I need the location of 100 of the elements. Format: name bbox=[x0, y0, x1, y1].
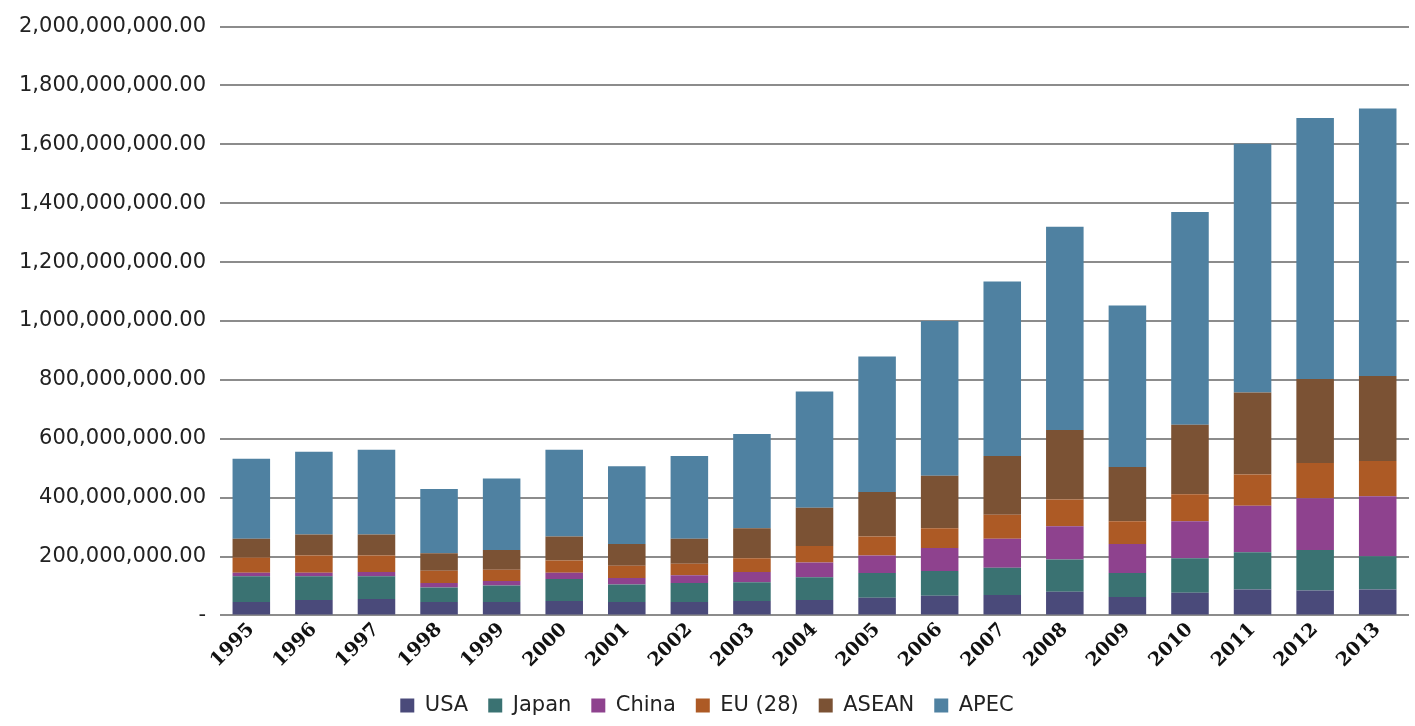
bar bbox=[1108, 573, 1147, 597]
bar bbox=[1171, 592, 1209, 615]
bar bbox=[670, 583, 709, 602]
bar bbox=[482, 478, 521, 551]
bar bbox=[858, 573, 896, 598]
bar bbox=[1171, 212, 1209, 425]
bar bbox=[1046, 559, 1084, 592]
bar bbox=[858, 356, 896, 493]
bar bbox=[545, 449, 583, 537]
bar bbox=[1358, 460, 1397, 497]
bar bbox=[1296, 462, 1334, 499]
bar bbox=[670, 455, 709, 539]
bar bbox=[482, 569, 521, 582]
bar bbox=[670, 538, 709, 564]
bar bbox=[795, 577, 834, 600]
bar bbox=[1296, 117, 1334, 380]
bar bbox=[608, 543, 646, 566]
bar bbox=[1233, 143, 1272, 393]
bar bbox=[1108, 596, 1147, 615]
bar bbox=[608, 466, 646, 544]
bar bbox=[920, 595, 959, 615]
bar bbox=[983, 567, 1022, 595]
legend-label: ASEAN bbox=[843, 691, 915, 716]
bar bbox=[670, 563, 709, 576]
bar bbox=[420, 488, 458, 554]
bar bbox=[1296, 590, 1334, 615]
bar bbox=[357, 599, 396, 615]
bar bbox=[733, 434, 771, 529]
bar bbox=[983, 455, 1022, 515]
bar bbox=[858, 492, 896, 537]
bar bbox=[1108, 543, 1147, 574]
bar bbox=[1233, 552, 1272, 590]
y-tick-label: 200,000,000.00 bbox=[39, 543, 207, 568]
bar bbox=[357, 449, 396, 535]
bar bbox=[1233, 589, 1272, 615]
bar bbox=[295, 534, 333, 556]
y-tick-label: 2,000,000,000.00 bbox=[19, 13, 207, 38]
y-tick-label: 1,600,000,000.00 bbox=[19, 130, 207, 155]
bar bbox=[1108, 467, 1147, 522]
bar bbox=[608, 578, 646, 585]
bar bbox=[420, 553, 458, 571]
bar bbox=[983, 594, 1022, 615]
bar bbox=[983, 538, 1022, 568]
bar bbox=[920, 475, 959, 529]
bar bbox=[670, 601, 709, 615]
bar bbox=[858, 536, 896, 556]
y-tick-label: 1,800,000,000.00 bbox=[19, 71, 207, 96]
bar bbox=[420, 587, 458, 602]
bar bbox=[795, 546, 834, 563]
bar bbox=[920, 528, 959, 549]
bar bbox=[232, 576, 271, 602]
bar bbox=[858, 597, 896, 615]
y-tick-label: 1,000,000,000.00 bbox=[19, 307, 207, 332]
y-tick-label: 400,000,000.00 bbox=[39, 484, 207, 509]
bar bbox=[608, 565, 646, 579]
bar bbox=[1233, 474, 1272, 506]
bar bbox=[357, 576, 396, 599]
bar bbox=[795, 599, 834, 615]
bar bbox=[1358, 108, 1397, 377]
bar bbox=[295, 599, 333, 615]
bar bbox=[545, 601, 583, 615]
bar bbox=[295, 576, 333, 600]
bar bbox=[920, 571, 959, 596]
bar bbox=[670, 575, 709, 584]
bar bbox=[545, 578, 583, 602]
legend-label: EU (28) bbox=[720, 691, 799, 716]
bar bbox=[1046, 526, 1084, 560]
bar bbox=[482, 550, 521, 570]
bar bbox=[295, 555, 333, 573]
bar bbox=[733, 582, 771, 602]
bar bbox=[232, 458, 271, 539]
bar bbox=[420, 570, 458, 584]
bar bbox=[357, 555, 396, 572]
y-tick-label: - bbox=[198, 601, 207, 626]
bar bbox=[608, 584, 646, 602]
bar bbox=[1358, 376, 1397, 461]
legend-label: APEC bbox=[958, 691, 1014, 716]
bar bbox=[1358, 496, 1397, 557]
bar bbox=[858, 555, 896, 574]
bar bbox=[420, 601, 458, 615]
bar bbox=[983, 281, 1022, 456]
bar bbox=[482, 585, 521, 602]
bar bbox=[482, 601, 521, 615]
bar bbox=[545, 572, 583, 579]
bar bbox=[1171, 558, 1209, 593]
bar bbox=[1046, 591, 1084, 615]
y-tick-label: 800,000,000.00 bbox=[39, 366, 207, 391]
bar bbox=[357, 534, 396, 556]
bar bbox=[295, 451, 333, 535]
bar bbox=[1046, 429, 1084, 500]
bar bbox=[733, 558, 771, 572]
bar bbox=[1108, 305, 1147, 468]
bar bbox=[1046, 226, 1084, 430]
legend-label: China bbox=[615, 691, 676, 716]
bar bbox=[420, 583, 458, 588]
y-tick-label: 1,400,000,000.00 bbox=[19, 189, 207, 214]
bar bbox=[1233, 505, 1272, 553]
bar bbox=[608, 601, 646, 615]
bar bbox=[1296, 498, 1334, 551]
bar bbox=[795, 507, 834, 546]
